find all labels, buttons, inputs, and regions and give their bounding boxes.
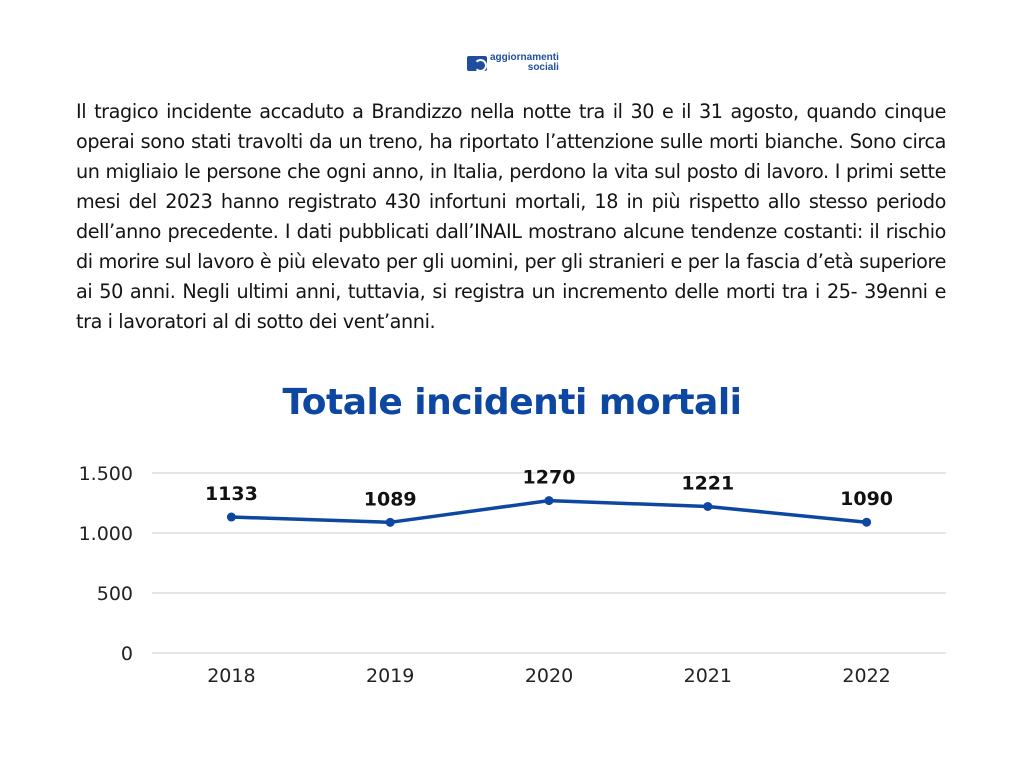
data-label: 1133 (205, 483, 258, 505)
x-tick-label: 2021 (684, 665, 732, 687)
logo-text: aggiornamenti sociali (490, 53, 559, 73)
data-label: 1221 (681, 472, 734, 494)
aggiornamenti-sociali-logo-icon (467, 55, 487, 72)
x-tick-label: 2019 (366, 665, 414, 687)
data-point (703, 501, 713, 511)
data-label: 1270 (523, 467, 576, 489)
data-labels: 1133 1089 1270 1221 1090 (205, 467, 893, 511)
x-tick-label: 2022 (842, 665, 890, 687)
x-tick-label: 2020 (525, 665, 573, 687)
y-tick-label: 0 (121, 643, 133, 665)
logo-text-line1: aggiornamenti (490, 52, 559, 63)
intro-paragraph: Il tragico incidente accaduto a Brandizz… (76, 100, 946, 333)
data-point (862, 517, 872, 527)
publisher-logo: aggiornamenti sociali (467, 53, 559, 73)
chart-title: Totale incidenti mortali (282, 382, 742, 423)
x-axis-ticks: 2018 2019 2020 2021 2022 (207, 665, 891, 687)
y-tick-label: 500 (97, 583, 133, 605)
logo-text-line2: sociali (527, 62, 559, 73)
gridlines (152, 472, 946, 654)
data-point (544, 496, 554, 506)
data-points (226, 496, 872, 527)
data-point (385, 517, 395, 527)
data-label: 1089 (364, 488, 417, 510)
y-axis-ticks: 0 500 1.000 1.500 (79, 463, 133, 665)
y-tick-label: 1.000 (79, 523, 133, 545)
data-label: 1090 (840, 488, 893, 510)
data-point (226, 512, 236, 522)
y-tick-label: 1.500 (79, 463, 133, 485)
x-tick-label: 2018 (207, 665, 255, 687)
